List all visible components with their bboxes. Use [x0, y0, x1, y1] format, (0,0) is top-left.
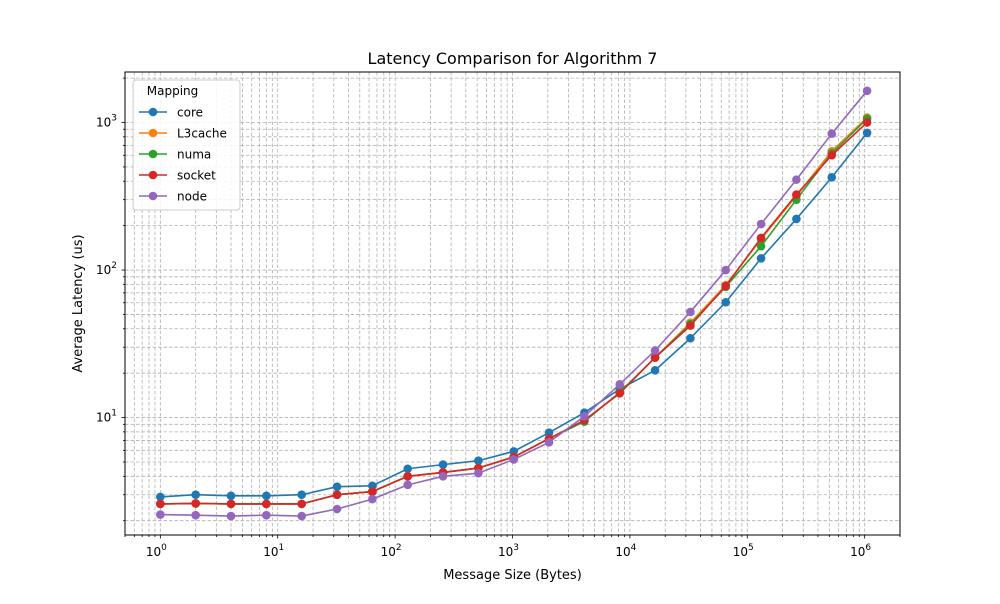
y-axis-label: Average Latency (us)	[71, 234, 86, 372]
data-point-node	[191, 510, 200, 520]
x-tick-label: 105	[733, 543, 754, 559]
data-point-node	[650, 346, 660, 355]
x-axis-label: Message Size (Bytes)	[443, 568, 582, 583]
data-point-socket	[403, 471, 412, 481]
data-point-node	[615, 380, 625, 389]
y-tick-label: 101	[96, 409, 117, 425]
data-point-core	[262, 491, 271, 501]
x-tick-label: 101	[263, 543, 284, 559]
legend-title: Mapping	[147, 84, 199, 98]
legend: Mapping core L3cache numa socket node	[132, 79, 241, 211]
data-point-core	[792, 214, 801, 224]
legend-label-l3cache: L3cache	[177, 127, 227, 141]
legend-marker-node	[148, 191, 158, 201]
data-point-node	[721, 265, 731, 275]
y-tick-label: 103	[96, 114, 117, 130]
data-point-node	[332, 504, 342, 514]
data-point-socket	[827, 150, 837, 160]
data-point-core	[862, 128, 872, 138]
data-point-core	[191, 490, 200, 500]
data-point-core	[756, 254, 766, 263]
data-point-core	[332, 482, 342, 492]
data-point-core	[474, 456, 483, 466]
legend-label-numa: numa	[177, 148, 211, 162]
data-point-socket	[862, 118, 872, 127]
data-point-core	[403, 464, 412, 474]
data-point-node	[792, 175, 801, 184]
legend-marker-core	[148, 107, 158, 117]
data-point-core	[827, 173, 837, 182]
data-point-node	[297, 511, 306, 521]
x-tick-label: 106	[850, 543, 871, 559]
data-point-socket	[368, 487, 377, 496]
x-tick-label: 103	[498, 543, 519, 559]
data-point-socket	[156, 499, 165, 509]
data-point-socket	[792, 190, 801, 199]
data-point-socket	[686, 321, 695, 330]
series-group	[156, 86, 872, 521]
legend-marker-l3cache	[148, 128, 158, 138]
data-point-node	[862, 86, 872, 96]
data-point-socket	[297, 499, 306, 509]
legend-label-socket: socket	[177, 169, 216, 183]
data-point-core	[156, 492, 165, 502]
data-point-numa	[756, 241, 766, 251]
legend-label-core: core	[177, 106, 203, 120]
chart-title: Latency Comparison for Algorithm 7	[368, 49, 658, 68]
data-point-node	[403, 480, 412, 490]
data-point-socket	[191, 499, 200, 508]
data-point-node	[756, 219, 766, 229]
data-point-core	[297, 490, 306, 500]
data-point-node	[368, 494, 377, 504]
data-point-node	[474, 468, 483, 478]
data-point-node	[686, 307, 695, 317]
data-point-socket	[721, 281, 731, 291]
legend-marker-numa	[148, 149, 158, 159]
data-point-node	[156, 510, 165, 519]
data-point-socket	[332, 490, 342, 500]
data-point-socket	[615, 389, 625, 398]
data-point-node	[438, 471, 448, 481]
legend-marker-socket	[148, 170, 158, 180]
x-tick-label: 102	[381, 543, 402, 559]
legend-label-node: node	[177, 190, 207, 204]
data-point-core	[721, 297, 731, 307]
data-point-node	[262, 510, 271, 520]
data-point-socket	[262, 499, 271, 509]
data-point-node	[509, 455, 519, 464]
data-point-core	[686, 333, 695, 343]
x-tick-label: 100	[146, 543, 167, 559]
data-point-core	[226, 491, 236, 501]
data-point-core	[438, 460, 448, 469]
data-point-socket	[650, 353, 660, 362]
axes: 100 101 102 103 104 105 106 101 102 103	[96, 77, 901, 559]
data-point-node	[226, 511, 236, 521]
data-point-core	[650, 366, 660, 375]
data-point-socket	[226, 499, 236, 509]
data-point-socket	[756, 233, 766, 243]
data-point-node	[827, 129, 837, 138]
y-tick-label: 102	[96, 261, 117, 277]
x-tick-label: 104	[615, 543, 636, 559]
data-point-node	[580, 412, 589, 421]
data-point-node	[544, 437, 554, 447]
data-point-core	[544, 428, 554, 437]
